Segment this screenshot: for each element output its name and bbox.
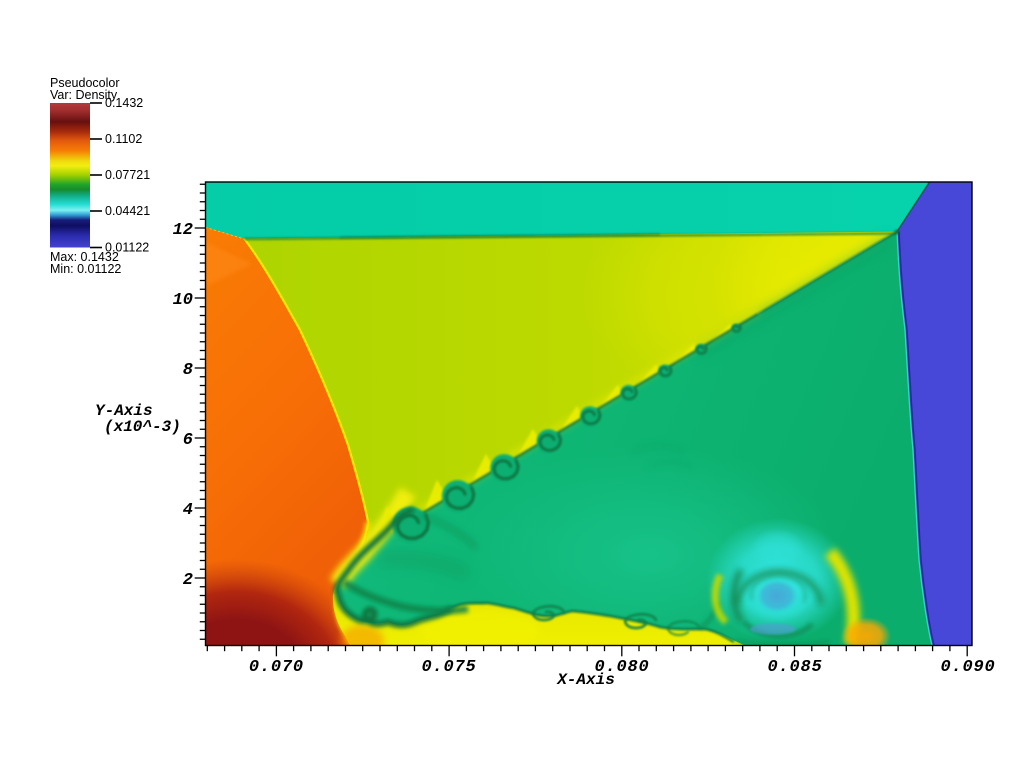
svg-text:0.01122: 0.01122 [105,241,149,255]
svg-text:(x10^-3): (x10^-3) [104,418,181,436]
svg-text:0.04421: 0.04421 [105,204,150,218]
svg-text:X-Axis: X-Axis [556,671,615,689]
svg-text:12: 12 [173,221,193,240]
svg-text:6: 6 [183,431,193,450]
svg-text:Var: Density: Var: Density [50,88,118,102]
svg-text:0.1102: 0.1102 [105,132,142,146]
svg-text:0.1432: 0.1432 [105,96,143,110]
svg-text:Pseudocolor: Pseudocolor [50,76,120,90]
svg-text:Max: 0.1432: Max: 0.1432 [50,250,119,264]
svg-text:4: 4 [183,501,193,520]
svg-text:0.07721: 0.07721 [105,168,150,182]
svg-text:Min: 0.01122: Min: 0.01122 [50,262,121,276]
svg-text:0.070: 0.070 [249,658,304,677]
svg-text:8: 8 [183,361,193,380]
svg-text:0.080: 0.080 [594,658,649,677]
svg-text:0.085: 0.085 [767,658,822,677]
svg-text:2: 2 [183,571,193,590]
svg-text:10: 10 [173,291,193,310]
svg-text:Y-Axis: Y-Axis [95,402,153,420]
svg-text:0.090: 0.090 [940,658,995,677]
svg-text:0.075: 0.075 [421,658,476,677]
